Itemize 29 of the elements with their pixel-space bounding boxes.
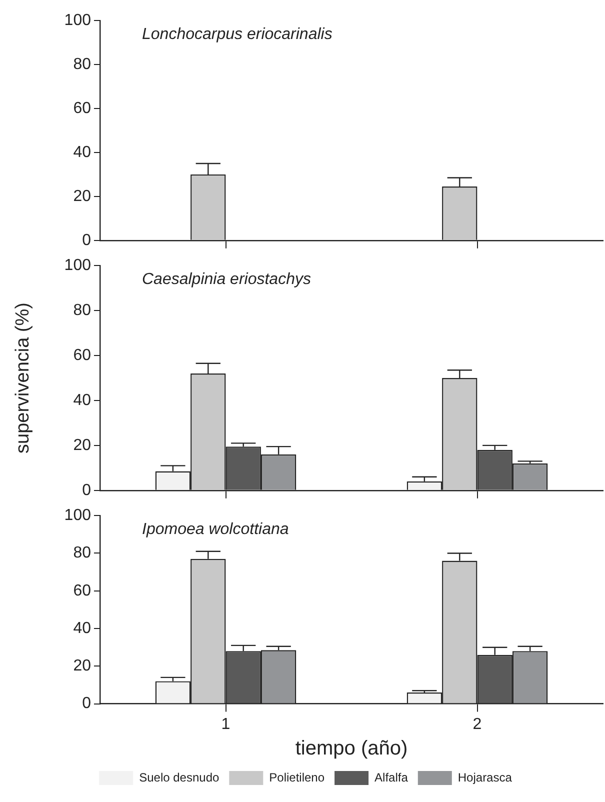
y-tick-label: 20 bbox=[73, 188, 92, 205]
y-tick-label: 60 bbox=[73, 100, 92, 117]
legend-label: Alfalfa bbox=[374, 770, 408, 784]
y-tick-label: 80 bbox=[73, 544, 92, 562]
y-tick-label: 0 bbox=[82, 232, 92, 249]
legend-label: Polietileno bbox=[269, 770, 325, 784]
y-axis-title: supervivencia (%) bbox=[12, 302, 34, 454]
y-tick-label: 100 bbox=[64, 507, 92, 524]
y-tick-label: 80 bbox=[73, 302, 92, 319]
y-tick-label: 0 bbox=[82, 695, 92, 712]
y-tick-label: 40 bbox=[73, 620, 92, 637]
x-tick-label: 2 bbox=[472, 716, 482, 733]
y-tick-label: 0 bbox=[82, 482, 92, 499]
y-tick-label: 20 bbox=[73, 436, 92, 454]
y-tick-label: 100 bbox=[64, 257, 92, 274]
annotation: Ipomoea wolcottiana bbox=[142, 521, 289, 538]
annotation: Lonchocarpus eriocarinalis bbox=[142, 26, 332, 44]
legend-label: Hojarasca bbox=[458, 770, 512, 784]
y-tick-label: 20 bbox=[73, 658, 92, 675]
x-tick-label: 1 bbox=[221, 716, 230, 733]
annotation: Caesalpinia eriostachys bbox=[142, 271, 311, 288]
y-tick-label: 60 bbox=[73, 582, 92, 600]
y-tick-label: 60 bbox=[73, 346, 92, 364]
y-tick-label: 100 bbox=[64, 12, 92, 30]
y-tick-label: 40 bbox=[73, 144, 92, 161]
legend-label: Suelo desnudo bbox=[139, 770, 220, 784]
x-axis-title: tiempo (año) bbox=[295, 738, 408, 760]
y-tick-label: 80 bbox=[73, 56, 92, 73]
y-tick-label: 40 bbox=[73, 392, 92, 409]
